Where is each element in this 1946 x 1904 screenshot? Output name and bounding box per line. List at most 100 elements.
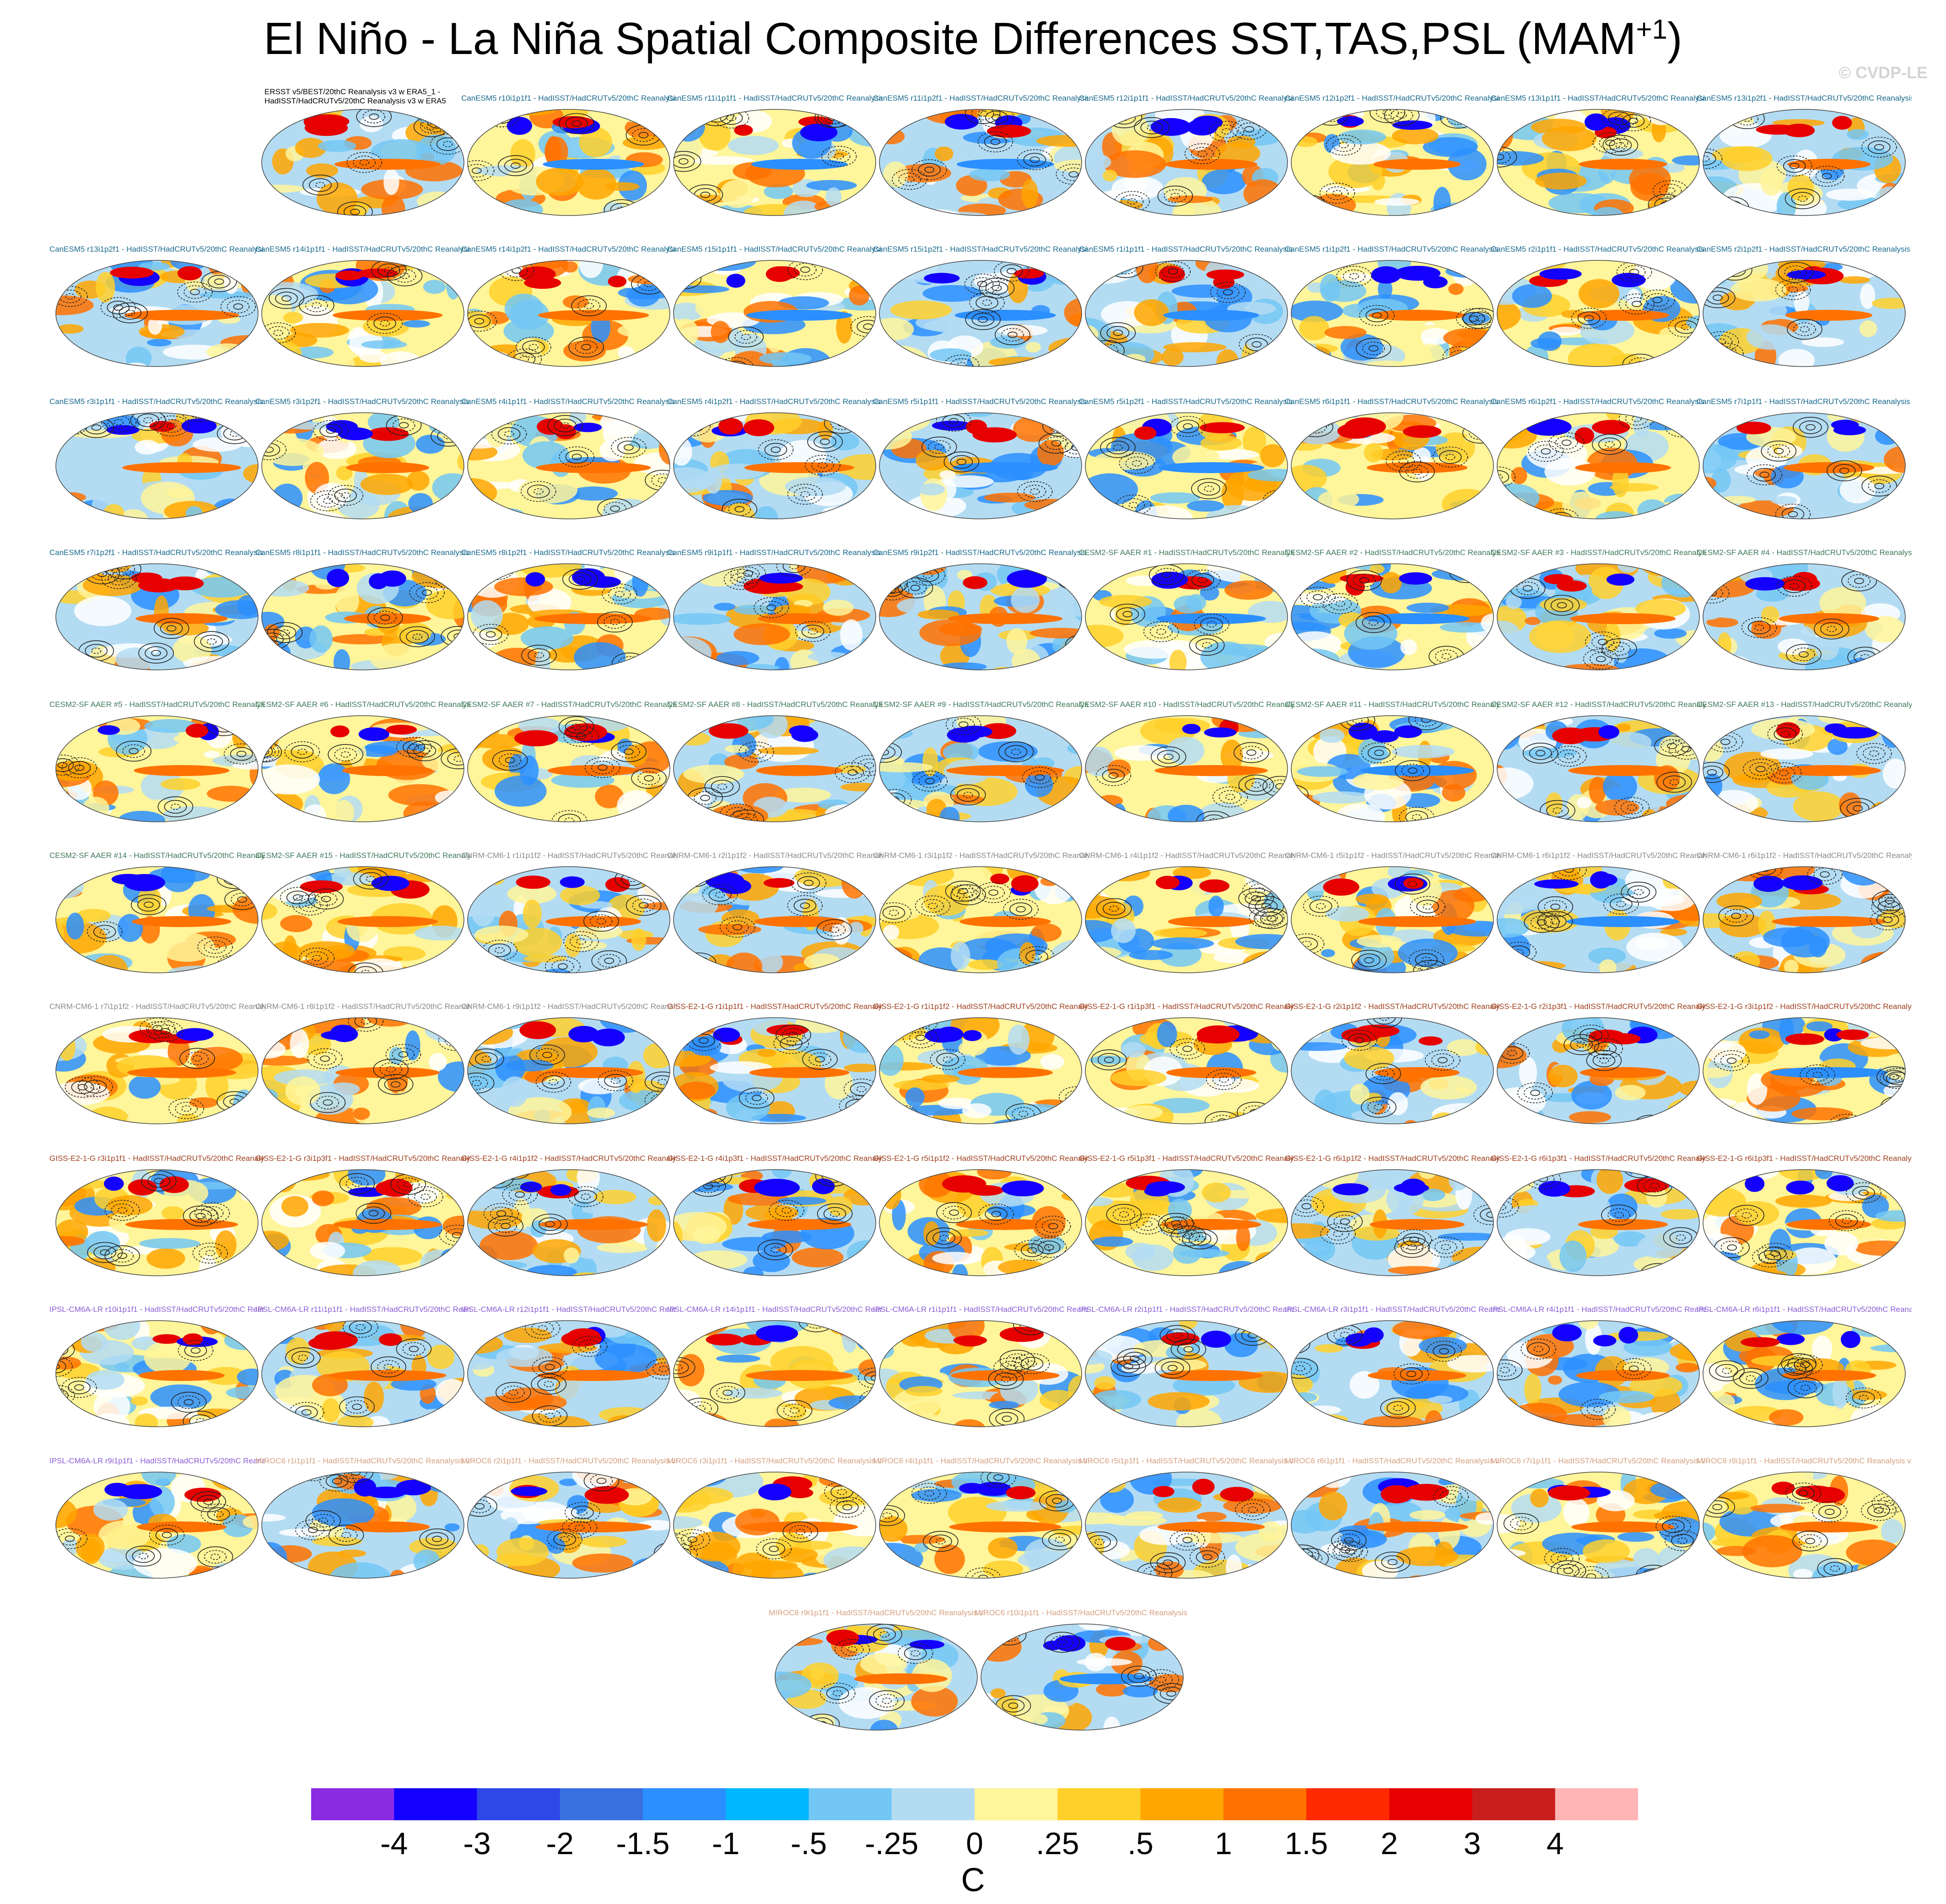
panel-label: CESM2-SF AAER #2 - HadISST/HadCRUTv5/20t… [1285, 548, 1500, 557]
panel-label: GISS-E2-1-G r3i1p3f1 - HadISST/HadCRUTv5… [255, 1154, 470, 1163]
panel-label: CNRM-CM6-1 r2i1p1f2 - HadISST/HadCRUTv5/… [667, 851, 882, 860]
map-panel: GISS-E2-1-G r3i1p1f1 - HadISST/HadCRUTv5… [49, 1154, 264, 1305]
map-panel: IPSL-CM6A-LR r1i1p1f1 - HadISST/HadCRUTv… [873, 1305, 1088, 1456]
map-panel-plot [1085, 109, 1288, 216]
panel-label: CanESM5 r13i1p1f1 - HadISST/HadCRUTv5/20… [1491, 94, 1706, 102]
colorbar-tick-label: 3 [1463, 1826, 1481, 1861]
panel-label: GISS-E2-1-G r6i1p3f1 - HadISST/HadCRUTv5… [1697, 1154, 1912, 1163]
panel-label: CanESM5 r9i1p2f1 - HadISST/HadCRUTv5/20t… [873, 548, 1088, 557]
panel-label: IPSL-CM6A-LR r3i1p1f1 - HadISST/HadCRUTv… [1285, 1305, 1500, 1314]
map-panel-plot [1703, 715, 1906, 822]
panel-label: IPSL-CM6A-LR r14i1p1f1 - HadISST/HadCRUT… [667, 1305, 882, 1314]
map-panel-plot [879, 109, 1082, 216]
map-panel: CESM2-SF AAER #11 - HadISST/HadCRUTv5/20… [1285, 700, 1500, 851]
map-panel: GISS-E2-1-G r5i1p1f2 - HadISST/HadCRUTv5… [873, 1154, 1088, 1305]
panel-label: IPSL-CM6A-LR r6i1p1f1 - HadISST/HadCRUTv… [1697, 1305, 1912, 1314]
map-panel-plot [673, 109, 876, 216]
map-panel: CESM2-SF AAER #14 - HadISST/HadCRUTv5/20… [49, 851, 264, 1002]
panel-label: MIROC6 r4i1p1f1 - HadISST/HadCRUTv5/20th… [873, 1456, 1088, 1465]
colorbar-swatch [394, 1788, 477, 1820]
map-panel-plot [261, 1472, 464, 1579]
panel-label: GISS-E2-1-G r5i1p1f2 - HadISST/HadCRUTv5… [873, 1154, 1088, 1163]
panel-label: CESM2-SF AAER #13 - HadISST/HadCRUTv5/20… [1697, 700, 1912, 709]
map-panel: MIROC6 r4i1p1f1 - HadISST/HadCRUTv5/20th… [873, 1456, 1088, 1607]
map-panel-plot [1085, 866, 1288, 973]
colorbar-swatch [809, 1788, 892, 1820]
map-panel-plot [467, 1472, 670, 1579]
map-panel: IPSL-CM6A-LR r6i1p1f1 - HadISST/HadCRUTv… [1697, 1305, 1912, 1456]
panel-label: CanESM5 r6i1p1f1 - HadISST/HadCRUTv5/20t… [1285, 397, 1500, 406]
map-panel-plot [55, 412, 259, 519]
panel-label: GISS-E2-1-G r1i1p1f1 - HadISST/HadCRUTv5… [667, 1002, 882, 1011]
map-panel: GISS-E2-1-G r1i1p1f1 - HadISST/HadCRUTv5… [667, 1002, 882, 1153]
colorbar-tick-label: 0 [966, 1826, 983, 1861]
colorbar-swatch [1306, 1788, 1390, 1820]
panel-label: GISS-E2-1-G r4i1p3f1 - HadISST/HadCRUTv5… [667, 1154, 882, 1163]
colorbar-swatch [1472, 1788, 1556, 1820]
panel-label: CNRM-CM6-1 r1i1p1f2 - HadISST/HadCRUTv5/… [461, 851, 676, 860]
map-panel-plot [1497, 1017, 1700, 1124]
panel-label: CanESM5 r14i1p1f1 - HadISST/HadCRUTv5/20… [255, 245, 470, 254]
colorbar-tick-label: -.25 [865, 1826, 919, 1861]
colorbar-tick-label: -4 [380, 1826, 408, 1861]
map-panel: CESM2-SF AAER #9 - HadISST/HadCRUTv5/20t… [873, 700, 1088, 851]
panel-label: GISS-E2-1-G r2i1p3f1 - HadISST/HadCRUTv5… [1491, 1002, 1706, 1011]
map-panel: CNRM-CM6-1 r6i1p1f2 - HadISST/HadCRUTv5/… [1491, 851, 1706, 1002]
panel-label: IPSL-CM6A-LR r11i1p1f1 - HadISST/HadCRUT… [255, 1305, 470, 1314]
map-panel: CESM2-SF AAER #3 - HadISST/HadCRUTv5/20t… [1491, 548, 1706, 699]
map-panel-plot [775, 1624, 978, 1731]
panel-label: CNRM-CM6-1 r9i1p1f2 - HadISST/HadCRUTv5/… [461, 1002, 676, 1011]
colorbar-tick-label: -1 [712, 1826, 740, 1861]
map-panel-plot [467, 1017, 670, 1124]
panel-label: CESM2-SF AAER #11 - HadISST/HadCRUTv5/20… [1285, 700, 1500, 709]
panel-label: GISS-E2-1-G r4i1p1f2 - HadISST/HadCRUTv5… [461, 1154, 676, 1163]
map-panel-plot [261, 412, 464, 519]
panel-label: MIROC6 r6i1p1f1 - HadISST/HadCRUTv5/20th… [1285, 1456, 1500, 1465]
map-panel: CanESM5 r3i1p1f1 - HadISST/HadCRUTv5/20t… [49, 397, 264, 548]
panel-label: CESM2-SF AAER #6 - HadISST/HadCRUTv5/20t… [255, 700, 470, 709]
map-panel-plot [1497, 412, 1700, 519]
map-panel: CNRM-CM6-1 r9i1p1f2 - HadISST/HadCRUTv5/… [461, 1002, 676, 1153]
panel-label: GISS-E2-1-G r2i1p1f2 - HadISST/HadCRUTv5… [1285, 1002, 1500, 1011]
map-panel: CanESM5 r6i1p2f1 - HadISST/HadCRUTv5/20t… [1491, 397, 1706, 548]
panel-label: CanESM5 r2i1p1f1 - HadISST/HadCRUTv5/20t… [1491, 245, 1706, 254]
map-panel: GISS-E2-1-G r2i1p3f1 - HadISST/HadCRUTv5… [1491, 1002, 1706, 1153]
colorbar-swatch [1140, 1788, 1224, 1820]
map-panel: CanESM5 r11i1p2f1 - HadISST/HadCRUTv5/20… [873, 94, 1088, 245]
map-panel-plot [467, 715, 670, 822]
map-panel: MIROC6 r2i1p1f1 - HadISST/HadCRUTv5/20th… [461, 1456, 676, 1607]
panel-label: IPSL-CM6A-LR r10i1p1f1 - HadISST/HadCRUT… [49, 1305, 264, 1314]
map-panel-plot [879, 715, 1082, 822]
colorbar-tick-label: 1.5 [1284, 1826, 1328, 1861]
panel-label: GISS-E2-1-G r5i1p3f1 - HadISST/HadCRUTv5… [1079, 1154, 1294, 1163]
map-panel: CESM2-SF AAER #1 - HadISST/HadCRUTv5/20t… [1079, 548, 1294, 699]
map-panel: MIROC6 r8i1p1f1 - HadISST/HadCRUTv5/20th… [1697, 1456, 1912, 1607]
map-panel: CanESM5 r13i1p2f1 - HadISST/HadCRUTv5/20… [49, 245, 264, 396]
panel-label: CanESM5 r3i1p1f1 - HadISST/HadCRUTv5/20t… [49, 397, 264, 406]
map-panel: CanESM5 r12i1p2f1 - HadISST/HadCRUTv5/20… [1285, 94, 1500, 245]
map-panel-plot [879, 260, 1082, 367]
map-panel-plot [1085, 1472, 1288, 1579]
map-panel: MIROC6 r5i1p1f1 - HadISST/HadCRUTv5/20th… [1079, 1456, 1294, 1607]
colorbar-swatch [1223, 1788, 1307, 1820]
panel-label: IPSL-CM6A-LR r4i1p1f1 - HadISST/HadCRUTv… [1491, 1305, 1706, 1314]
map-panel: CNRM-CM6-1 r7i1p1f2 - HadISST/HadCRUTv5/… [49, 1002, 264, 1153]
map-panel-plot [1497, 1472, 1700, 1579]
map-panel-plot [261, 109, 464, 216]
map-panel-plot [1085, 563, 1288, 670]
map-panel-plot [261, 1169, 464, 1276]
map-panel-plot [1291, 260, 1494, 367]
panel-label: CanESM5 r3i1p2f1 - HadISST/HadCRUTv5/20t… [255, 397, 470, 406]
map-panel: GISS-E2-1-G r1i1p1f2 - HadISST/HadCRUTv5… [873, 1002, 1088, 1153]
map-panel: CanESM5 r9i1p2f1 - HadISST/HadCRUTv5/20t… [873, 548, 1088, 699]
panel-label: CESM2-SF AAER #7 - HadISST/HadCRUTv5/20t… [461, 700, 676, 709]
map-panel: ERSST v5/BEST/20thC Reanalysis v3 w ERA5… [260, 87, 466, 245]
map-panel-plot [55, 1017, 259, 1124]
panel-label: MIROC6 r3i1p1f1 - HadISST/HadCRUTv5/20th… [667, 1456, 882, 1465]
map-panel: CanESM5 r8i1p1f1 - HadISST/HadCRUTv5/20t… [255, 548, 470, 699]
map-panel: CanESM5 r5i1p2f1 - HadISST/HadCRUTv5/20t… [1079, 397, 1294, 548]
map-panel-plot [55, 1472, 259, 1579]
map-panel-plot [1291, 563, 1494, 670]
map-panel: CNRM-CM6-1 r3i1p1f2 - HadISST/HadCRUTv5/… [873, 851, 1088, 1002]
panel-label: IPSL-CM6A-LR r1i1p1f1 - HadISST/HadCRUTv… [873, 1305, 1088, 1314]
